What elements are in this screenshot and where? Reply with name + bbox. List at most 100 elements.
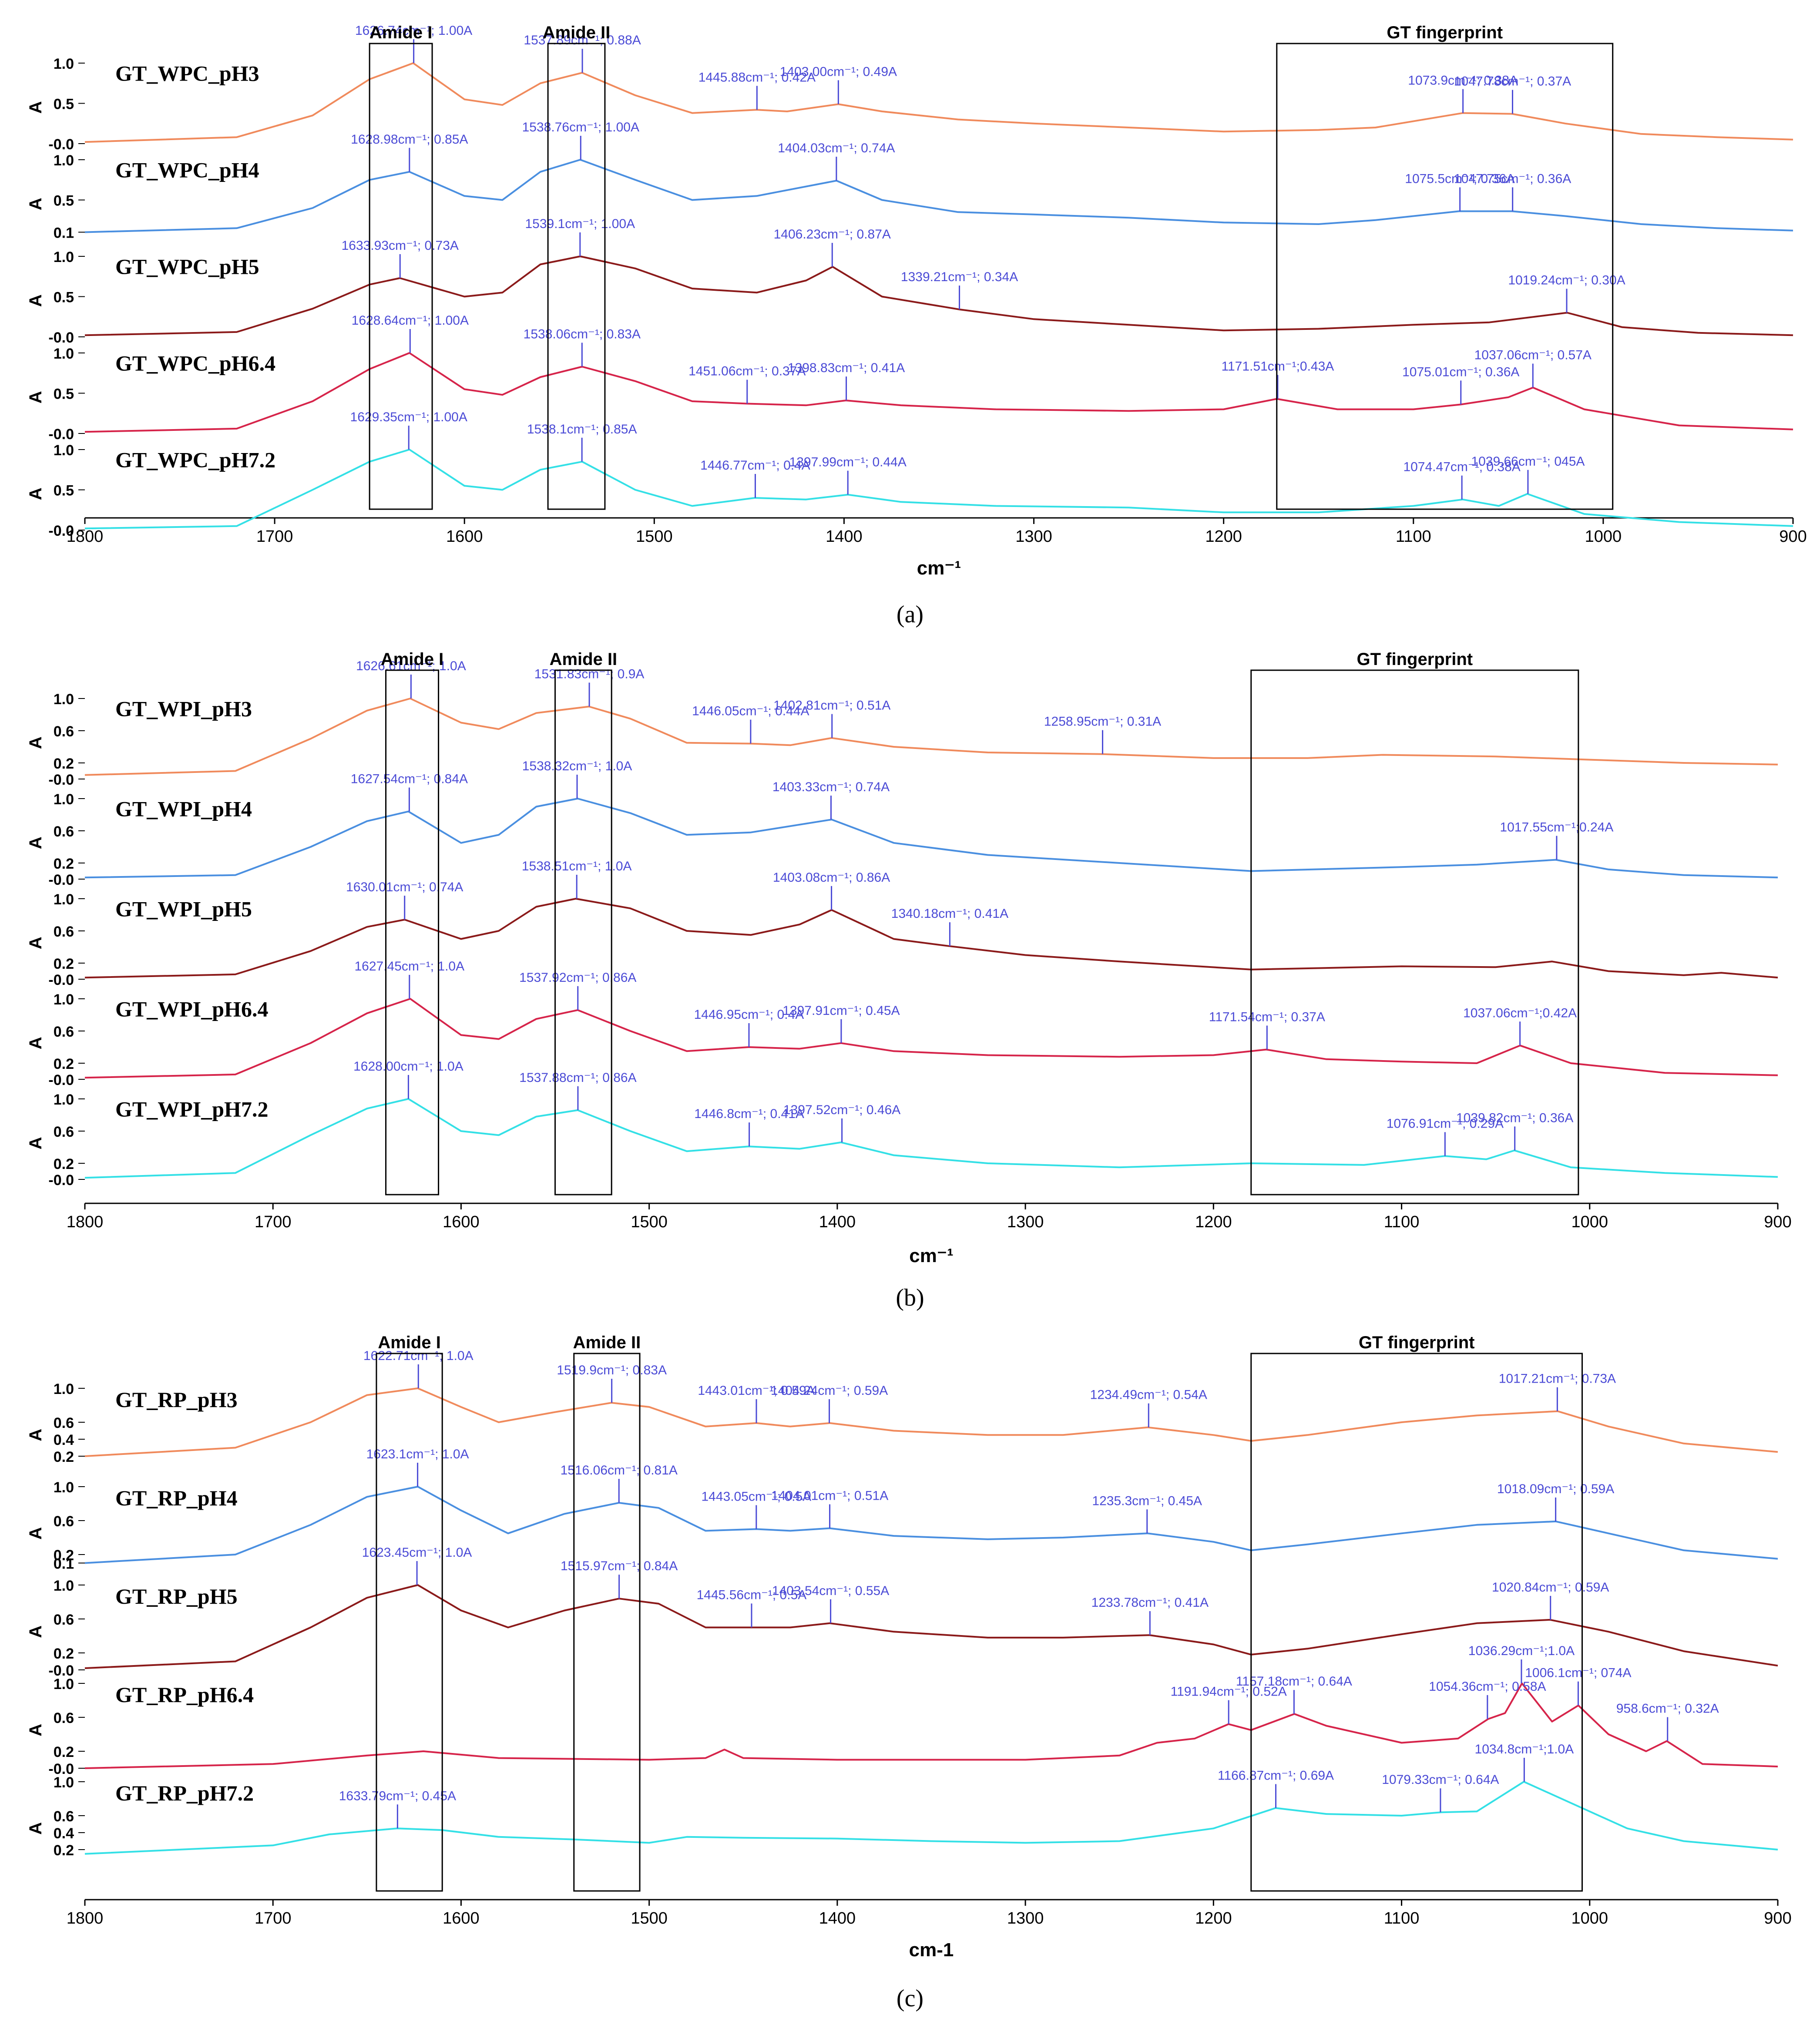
x-tick-label: 1600 <box>443 1909 480 1928</box>
peak-label: 1340.18cm⁻¹; 0.41A <box>891 907 1008 921</box>
peak-label: 1406.23cm⁻¹; 0.87A <box>774 227 891 242</box>
y-axis-label: A <box>26 1527 45 1540</box>
x-tick-label: 1100 <box>1384 1213 1420 1231</box>
peak-label: 1019.24cm⁻¹; 0.30A <box>1508 273 1625 288</box>
region-box <box>573 1353 641 1892</box>
peak-label: 1039.66cm⁻¹; 045A <box>1471 454 1585 469</box>
series-group: 1.0 0.5 0.1 A GT_WPC_pH4 1628.98cm⁻¹; 0.85A 15… <box>26 120 1793 242</box>
peak-label: 1403.00cm⁻¹; 0.49A <box>780 64 897 79</box>
peak-label: 1403.08cm⁻¹; 0.86A <box>773 870 890 885</box>
y-axis-label: A <box>26 937 45 949</box>
x-tick-label: 1800 <box>67 1909 104 1928</box>
y-tick-label: -0.0 <box>48 523 74 539</box>
series-group: 1.0 0.5 -0.0 A GT_WPC_pH6.4 1628.64cm⁻¹; 1.00… <box>26 313 1793 443</box>
x-tick-label: 900 <box>1764 1213 1791 1231</box>
y-tick-label: 1.0 <box>54 1381 74 1397</box>
series-name: GT_WPC_pH7.2 <box>115 448 275 472</box>
panel-label: (b) <box>896 1284 924 1311</box>
y-axis-label: A <box>26 198 45 210</box>
y-axis-label: A <box>26 1625 45 1638</box>
x-tick-label: 1000 <box>1572 1213 1608 1231</box>
region-box <box>376 1353 443 1892</box>
y-tick-label: 1.0 <box>54 791 74 808</box>
peak-label: 1627.54cm⁻¹; 0.84A <box>351 772 468 786</box>
y-tick-label: 0.4 <box>54 1825 74 1842</box>
chart-panel: 1800 1700 1600 1500 1400 1300 1200 1100 1000 900c… <box>26 650 1792 1311</box>
peak-label: 1445.88cm⁻¹; 0.42A <box>698 70 816 84</box>
x-tick-label: 1400 <box>819 1213 856 1231</box>
region-label: Amide II <box>573 1333 641 1352</box>
x-tick-label: 1200 <box>1195 1909 1232 1928</box>
y-axis-label: A <box>26 1137 45 1149</box>
series-name: GT_WPC_pH4 <box>115 158 259 182</box>
x-tick-label: 1200 <box>1195 1213 1232 1231</box>
x-tick-label: 900 <box>1779 527 1807 546</box>
peak-label: 1531.83cm⁻¹; 0.9A <box>534 667 645 682</box>
peak-label: 1074.47cm⁻¹; 0.38A <box>1403 460 1520 474</box>
y-tick-label: 0.1 <box>54 225 74 242</box>
y-tick-label: -0.0 <box>48 772 74 788</box>
x-tick-label: 1300 <box>1007 1213 1044 1231</box>
series-group: 1.0 0.5 -0.0 A GT_WPC_pH7.2 1629.35cm⁻¹; 1.00… <box>26 410 1793 539</box>
peak-label: 1157.18cm⁻¹; 0.64A <box>1236 1674 1352 1689</box>
region-box <box>547 43 606 510</box>
peak-label: 1339.21cm⁻¹; 0.34A <box>901 270 1018 284</box>
peak-label: 1403.33cm⁻¹; 0.74A <box>772 780 890 794</box>
peak-label: 1445.56cm⁻¹; 0.5A <box>697 1588 807 1602</box>
peak-label: 1402.81cm⁻¹; 0.51A <box>773 699 890 713</box>
y-tick-label: -0.0 <box>48 972 74 988</box>
peak-label: 1191.94cm⁻¹; 0.52A <box>1171 1685 1287 1699</box>
peak-label: 1047.75cm⁻¹; 0.36A <box>1454 171 1571 186</box>
peak-label: 1443.05cm⁻¹; 0.5A <box>701 1490 811 1504</box>
peak-label: 1017.55cm⁻¹;0.24A <box>1500 820 1613 835</box>
y-tick-label: 0.6 <box>54 1415 74 1431</box>
y-tick-label: 0.1 <box>54 1556 74 1572</box>
peak-label: 1630.01cm⁻¹; 0.74A <box>346 880 463 894</box>
y-tick-label: -0.0 <box>48 426 74 443</box>
peak-label: 1397.52cm⁻¹; 0.46A <box>783 1103 900 1117</box>
y-tick-label: 0.6 <box>54 723 74 740</box>
peak-label: 1628.98cm⁻¹; 0.85A <box>351 132 468 147</box>
peak-label: 1538.06cm⁻¹; 0.83A <box>524 327 641 341</box>
peak-label: 1623.45cm⁻¹; 1.0A <box>362 1545 472 1560</box>
y-axis-label: A <box>26 101 45 114</box>
series-line <box>84 159 1793 233</box>
peak-label: 1538.1cm⁻¹; 0.85A <box>527 422 637 437</box>
y-tick-label: 0.2 <box>54 856 74 872</box>
peak-label: 1034.8cm⁻¹;1.0A <box>1475 1742 1574 1756</box>
peak-label: 1537.88cm⁻¹; 0.86A <box>519 1071 636 1085</box>
region-box <box>369 43 433 510</box>
y-tick-label: 0.2 <box>54 1842 74 1859</box>
y-tick-label: -0.0 <box>48 329 74 346</box>
series-name: GT_WPC_pH5 <box>115 255 259 279</box>
peak-label: 1171.51cm⁻¹;0.43A <box>1222 359 1334 373</box>
y-tick-label: 0.6 <box>54 1710 74 1726</box>
series-name: GT_WPI_pH3 <box>115 697 252 721</box>
chart-panel: 1800 1700 1600 1500 1400 1300 1200 1100 1000 900c… <box>26 23 1807 628</box>
series-line <box>84 1584 1778 1669</box>
peak-label: 1054.36cm⁻¹; 0.58A <box>1429 1679 1546 1694</box>
y-axis-label: A <box>26 391 45 403</box>
x-tick-label: 1400 <box>826 527 863 546</box>
y-axis-label: A <box>26 487 45 500</box>
y-tick-label: -0.0 <box>48 136 74 153</box>
y-tick-label: 0.5 <box>54 386 74 403</box>
y-axis-label: A <box>26 736 45 749</box>
peak-label: 1047.78cm⁻¹; 0.37A <box>1454 74 1571 89</box>
x-axis-label: cm-1 <box>909 1939 954 1961</box>
y-tick-label: 0.6 <box>54 1808 74 1825</box>
x-axis-label: cm⁻¹ <box>917 557 961 579</box>
peak-label: 1623.1cm⁻¹; 1.0A <box>366 1447 469 1461</box>
x-tick-label: 1300 <box>1015 527 1052 546</box>
peak-label: 1539.1cm⁻¹; 1.00A <box>525 217 635 231</box>
y-tick-label: 0.5 <box>54 483 74 499</box>
series-name: GT_WPC_pH3 <box>115 61 259 86</box>
peak-label: 1538.51cm⁻¹; 1.0A <box>522 859 632 873</box>
y-tick-label: 0.2 <box>54 1449 74 1465</box>
y-tick-label: 0.2 <box>54 756 74 772</box>
region-label: Amide II <box>543 23 611 42</box>
y-axis-label: A <box>26 1822 45 1835</box>
